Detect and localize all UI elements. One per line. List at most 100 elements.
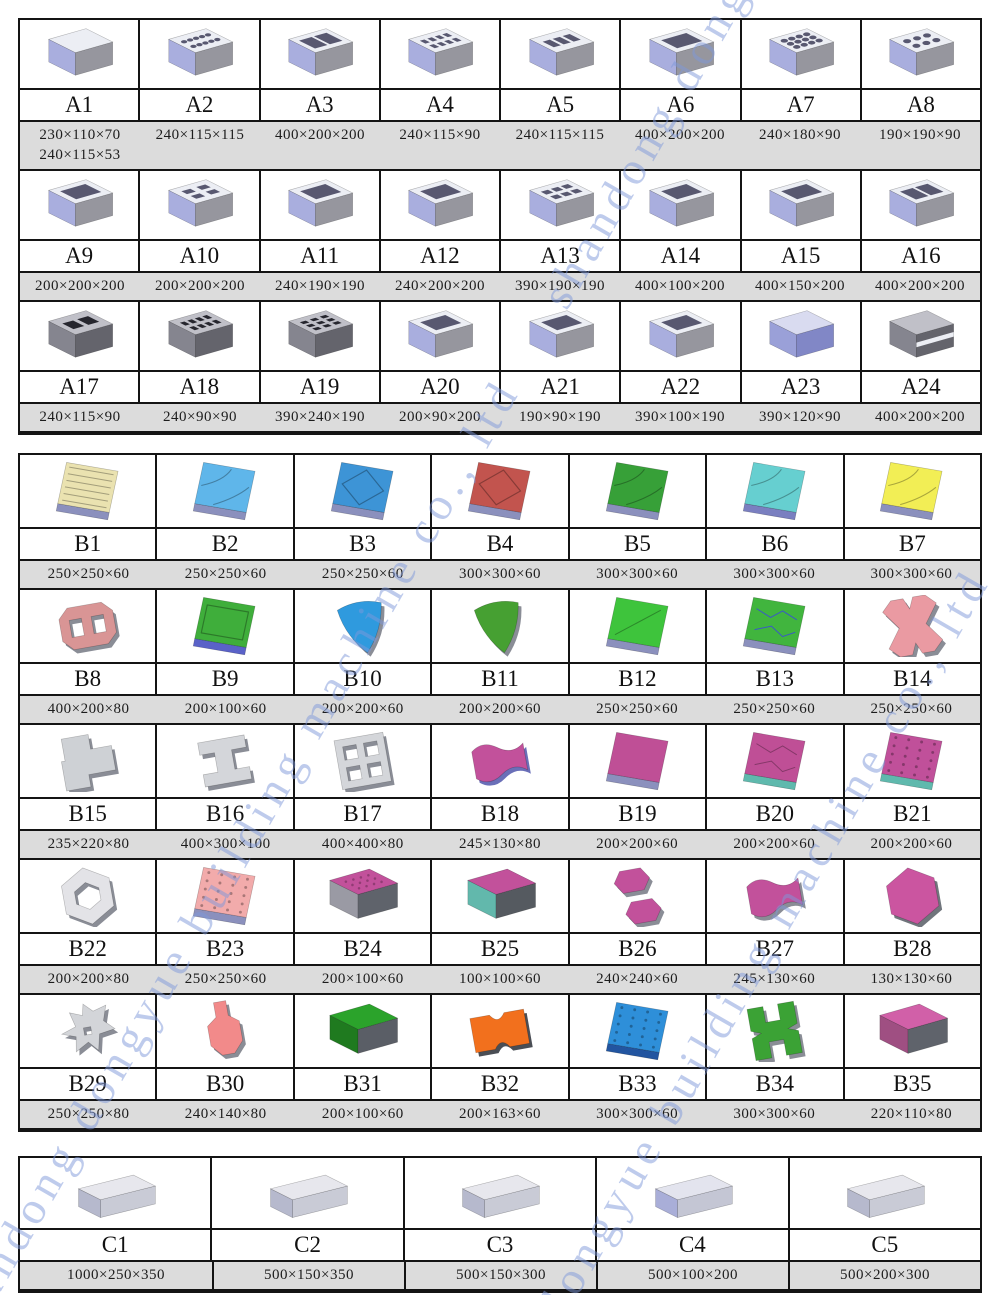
product-image-b20 [707,725,842,797]
product-label: B24 [294,932,431,964]
dimension-text: 250×250×60 [184,971,267,987]
b29-product-icon [60,1003,119,1056]
dimension-text: 400×400×80 [321,836,404,852]
product-dims-b4: 300×300×60 [431,561,568,588]
product-label: B33 [569,1067,706,1099]
product-cell-a6: A6 [621,20,740,120]
product-label: B20 [707,797,843,829]
product-label: B30 [157,1067,293,1099]
product-image-b1 [20,455,155,527]
product-image-b6 [707,455,842,527]
dimension-strip: 200×200×200 200×200×200 240×190×190 240×200… [20,271,980,302]
product-image-b12 [570,590,705,662]
product-dims-b27: 245×130×60 [706,966,843,993]
product-dims-b30: 240×140×80 [157,1101,294,1128]
dimension-text: 500×150×300 [456,1267,546,1283]
product-cell-b18: B18 [432,725,568,829]
b20-product-icon [742,731,806,791]
b7-product-icon [880,461,943,521]
product-dims-b5: 300×300×60 [569,561,706,588]
product-dims-b13: 250×250×60 [706,696,843,723]
b1-product-icon [55,461,119,521]
product-dims-b29: 250×250×80 [20,1101,157,1128]
product-dims-a19: 390×240×190 [260,404,380,431]
product-cell-b8: B8 [20,590,156,694]
product-cell-b20: B20 [707,725,843,829]
b27-product-icon [746,877,807,921]
product-dims-b14: 250×250×60 [843,696,980,723]
product-dims-c2: 500×150×350 [212,1262,404,1289]
product-image-c5 [790,1158,980,1228]
b35-product-icon [879,1003,949,1055]
dimension-text: 250×250×60 [184,566,267,582]
product-label: A23 [741,370,860,402]
product-row: B22 B23 B24 B25 B26 B27 B28 [20,860,980,964]
dimension-text: 500×200×300 [840,1267,930,1283]
b18-product-icon [471,742,532,786]
product-cell-a7: A7 [741,20,860,120]
product-cell-c2: C2 [212,1158,403,1260]
b32-product-icon [469,1008,534,1057]
product-label: B34 [707,1067,843,1099]
product-cell-a14: A14 [621,171,740,271]
dimension-text: 400×200×200 [275,127,365,143]
product-label: B23 [157,932,293,964]
b22-product-icon [61,867,118,927]
product-cell-b21: B21 [844,725,980,829]
product-image-b31 [295,995,430,1067]
b8-product-icon [58,601,120,654]
product-label: B22 [20,932,156,964]
product-cell-c1: C1 [20,1158,211,1260]
b11-product-icon [474,601,522,657]
product-dims-a2: 240×115×115 [140,122,260,169]
product-cell-b17: B17 [294,725,431,829]
b13-product-icon [742,596,806,656]
product-image-b35 [845,995,980,1067]
dimension-text: 100×100×60 [459,971,541,987]
product-dims-c5: 500×200×300 [788,1262,980,1289]
product-image-b15 [20,725,155,797]
product-label: B7 [844,527,980,559]
product-image-c3 [405,1158,595,1228]
product-dims-a20: 200×90×200 [380,404,500,431]
dimension-text: 240×115×53 [39,147,121,163]
product-image-a19 [261,302,379,370]
product-dims-a11: 240×190×190 [260,273,380,300]
dimension-text: 250×250×60 [870,701,953,717]
dimension-text: 190×90×190 [519,409,601,425]
dimension-text: 240×115×115 [155,127,245,143]
product-dims-b7: 300×300×60 [843,561,980,588]
b16-product-icon [197,734,256,791]
b23-product-icon [193,866,256,926]
product-label: A3 [260,88,379,120]
product-dims-a5: 240×115×115 [500,122,620,169]
product-cell-c5: C5 [789,1158,980,1260]
a22-product-icon [649,310,715,358]
product-image-a18 [140,302,258,370]
product-dims-b22: 200×200×80 [20,966,157,993]
product-image-b23 [157,860,292,932]
product-dims-b8: 400×200×80 [20,696,157,723]
product-label: A1 [20,88,139,120]
product-cell-b6: B6 [707,455,843,559]
product-dims-b6: 300×300×60 [706,561,843,588]
product-cell-b1: B1 [20,455,156,559]
product-label: A19 [260,370,379,402]
dimension-text: 390×240×190 [275,409,365,425]
product-cell-a13: A13 [501,171,620,271]
product-cell-a8: A8 [861,20,980,120]
product-dims-a16: 400×200×200 [860,273,980,300]
dimension-text: 300×300×60 [596,566,679,582]
b24-product-icon [329,868,399,920]
product-image-a24 [862,302,980,370]
product-cell-a1: A1 [20,20,139,120]
product-cell-a11: A11 [260,171,379,271]
product-label: A13 [501,239,620,271]
b15-product-icon [60,734,119,792]
dimension-text: 240×200×200 [395,278,485,294]
product-label: C5 [789,1228,980,1260]
a2-product-icon [168,28,234,76]
b14-product-icon [881,595,946,657]
product-dims-b1: 250×250×60 [20,561,157,588]
